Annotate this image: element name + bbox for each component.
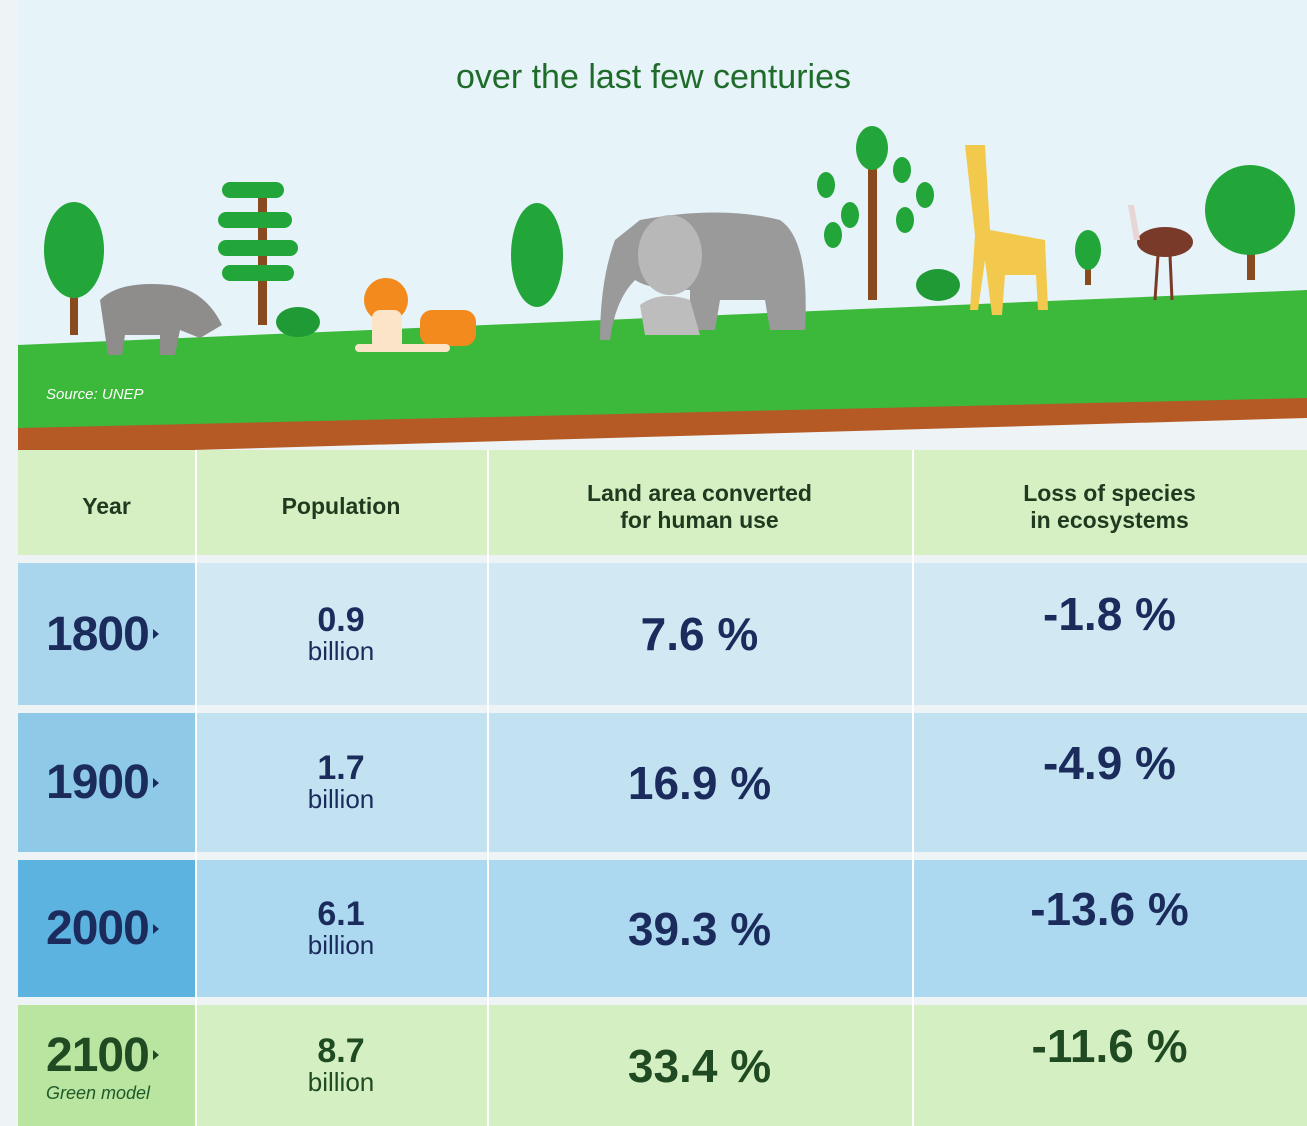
population: 0.9 — [317, 603, 364, 637]
source: Source: UNEP — [46, 386, 144, 403]
column-header: Population — [195, 450, 487, 563]
year: 2000 — [46, 901, 149, 956]
year-cell: 1800 — [18, 563, 195, 705]
land-converted: 39.3 % — [487, 860, 912, 997]
land-converted: 33.4 % — [487, 1005, 912, 1126]
page: over the last few centuries Source: UNEP… — [0, 0, 1307, 1126]
year: 2100 — [46, 1028, 149, 1083]
subtitle: over the last few centuries — [0, 58, 1307, 97]
year-line: 2000 — [46, 901, 159, 956]
year: 1800 — [46, 607, 149, 662]
species-loss: -11.6 % — [912, 985, 1307, 1106]
population-unit: billion — [308, 637, 375, 666]
year-line: 2100 — [46, 1028, 159, 1083]
year-cell: 2000 — [18, 860, 195, 997]
year-arrow — [153, 1050, 159, 1060]
species-loss: -4.9 % — [912, 693, 1307, 832]
population: 1.7 — [317, 751, 364, 785]
year-note: Green model — [46, 1083, 150, 1104]
population-unit: billion — [308, 931, 375, 960]
year-cell: 1900 — [18, 713, 195, 852]
population: 6.1 — [317, 897, 364, 931]
population-unit: billion — [308, 785, 375, 814]
year-arrow — [153, 924, 159, 934]
population: 8.7 — [317, 1034, 364, 1068]
species-loss: -1.8 % — [912, 543, 1307, 685]
column-header: Year — [18, 450, 195, 563]
land-converted: 7.6 % — [487, 563, 912, 705]
year-line: 1900 — [46, 755, 159, 810]
year-arrow — [153, 778, 159, 788]
population-unit: billion — [308, 1068, 375, 1097]
land-converted: 16.9 % — [487, 713, 912, 852]
year-line: 1800 — [46, 607, 159, 662]
year: 1900 — [46, 755, 149, 810]
year-arrow — [153, 629, 159, 639]
column-header: Land area converted for human use — [487, 450, 912, 563]
species-loss: -13.6 % — [912, 840, 1307, 977]
